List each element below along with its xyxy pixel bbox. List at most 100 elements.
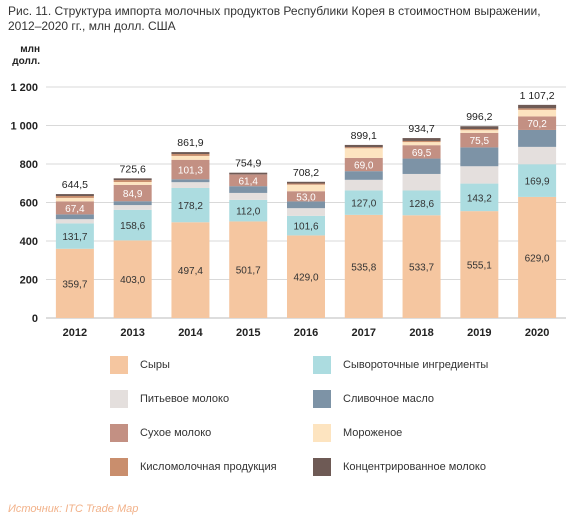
data-label: 70,2 [527, 119, 547, 130]
bar-segment [171, 152, 210, 155]
data-label: 555,1 [467, 261, 492, 272]
legend-item: Сливочное масло [313, 390, 434, 408]
data-label: 69,0 [354, 161, 374, 172]
x-tick-label: 2017 [352, 327, 376, 339]
x-tick-label: 2018 [409, 327, 433, 339]
bar-segment [460, 211, 499, 318]
legend-swatch [110, 458, 128, 476]
bar-segment [460, 129, 499, 131]
source-note: Источник: ITC Trade Map [8, 503, 139, 515]
y-tick-label: 1 200 [10, 82, 38, 94]
legend-item: Концентрированное молоко [313, 458, 486, 476]
bar-segment [55, 194, 94, 196]
data-label: 403,0 [120, 275, 145, 286]
bar-segment [344, 144, 383, 148]
bar-segment [229, 172, 268, 175]
bar-segment [402, 215, 441, 318]
bar-segment [287, 208, 325, 216]
y-tick-label: 200 [20, 275, 38, 287]
bar-segment [55, 195, 94, 198]
data-label: 497,4 [178, 266, 203, 277]
legend-label: Сливочное масло [343, 393, 435, 405]
legend-item: Мороженое [313, 424, 402, 442]
legend-swatch [313, 390, 331, 408]
bar-segment [55, 223, 94, 249]
data-label: 69,5 [412, 148, 432, 159]
total-label: 754,9 [235, 158, 261, 170]
data-label: 127,0 [351, 199, 376, 210]
bar-segment [518, 109, 557, 117]
bar-segment [287, 181, 325, 184]
y-tick-label: 600 [20, 198, 38, 210]
y-tick-label: 0 [32, 313, 38, 325]
bar-segment [113, 180, 152, 182]
bar-segment [460, 132, 499, 148]
legend-swatch [110, 424, 128, 442]
data-label: 143,2 [467, 193, 492, 204]
bar-segment [171, 159, 210, 180]
legend-label: Сыры [140, 359, 170, 371]
data-label: 101,6 [293, 222, 318, 233]
bar-segment [171, 154, 210, 156]
bar-segment [113, 205, 152, 210]
total-label: 996,2 [466, 111, 492, 123]
data-label: 359,7 [62, 279, 87, 290]
bar-segment [460, 183, 499, 212]
total-label: 644,5 [62, 179, 88, 191]
legend-label: Сывороточные ингредиенты [343, 359, 489, 371]
bar-segment [113, 209, 152, 241]
bar-segment [113, 178, 152, 181]
y-tick-label: 1 000 [10, 121, 38, 133]
total-label: 708,2 [293, 167, 319, 179]
chart-title: Рис. 11. Структура импорта молочных прод… [8, 4, 541, 33]
bar-segment [113, 201, 152, 206]
bar-segment [55, 219, 94, 224]
data-label: 169,9 [525, 177, 550, 188]
bar-segment [113, 240, 152, 318]
x-tick-label: 2013 [120, 327, 144, 339]
x-tick-label: 2012 [63, 327, 87, 339]
x-tick-label: 2016 [294, 327, 318, 339]
data-label: 61,4 [238, 176, 258, 187]
bar-segment [518, 116, 557, 130]
bar-segment [287, 191, 325, 202]
total-label: 725,6 [120, 163, 146, 175]
total-label: 899,1 [351, 130, 377, 142]
bar-segment [402, 145, 441, 159]
bar-segment [229, 174, 268, 187]
bar-segment [518, 108, 557, 110]
data-label: 533,7 [409, 263, 434, 274]
legend-label: Концентрированное молоко [343, 461, 486, 473]
bar-segment [402, 173, 441, 191]
bar-segment [460, 126, 499, 130]
legend-swatch [313, 458, 331, 476]
legend-item: Питьевое молоко [110, 390, 229, 408]
bar-segment [460, 147, 499, 167]
legend-swatch [313, 424, 331, 442]
bar-segment [229, 192, 268, 200]
bar-segment [171, 155, 210, 160]
bar-segment [287, 201, 325, 209]
bar-segment [113, 184, 152, 202]
data-label: 53,0 [296, 192, 316, 203]
bar-segment [229, 221, 268, 318]
x-tick-label: 2019 [467, 327, 491, 339]
data-label: 501,7 [236, 266, 261, 277]
data-label: 158,6 [120, 221, 145, 232]
bar-segment [344, 214, 383, 318]
legend-label: Питьевое молоко [140, 393, 230, 405]
bar-segment [171, 182, 210, 188]
bar-segment [287, 184, 325, 192]
legend-label: Сухое молоко [140, 427, 212, 439]
bar-segment [344, 190, 383, 215]
bar-segment [55, 248, 94, 318]
legend-swatch [313, 356, 331, 374]
bar-segment [171, 179, 210, 183]
x-tick-label: 2015 [236, 327, 260, 339]
bar-segment [229, 186, 268, 193]
y-tick-label: 800 [20, 159, 38, 171]
data-label: 429,0 [293, 273, 318, 284]
bar-segment [55, 214, 94, 220]
x-tick-label: 2014 [178, 327, 203, 339]
bar-segment [229, 199, 268, 222]
